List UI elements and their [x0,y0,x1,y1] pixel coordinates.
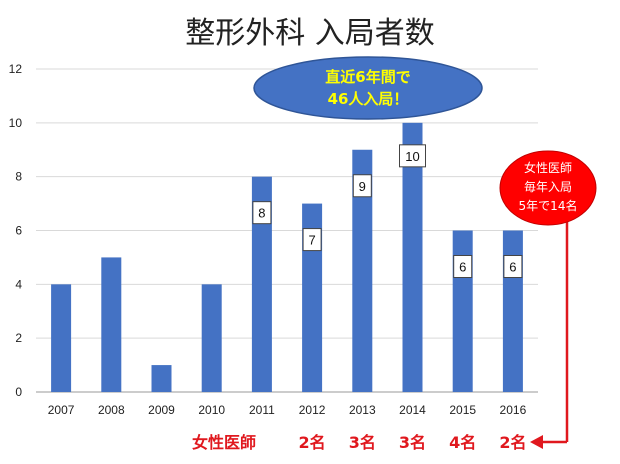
x-axis: 2007 2008 2009 2010 2011 2012 2013 2014 2015 2016 [48,403,527,417]
data-label-box [503,255,523,278]
x-tick-label: 2009 [148,403,175,417]
bar-2010 [201,284,222,392]
y-tick-label: 0 [15,385,22,399]
bar-2014 [402,122,423,392]
female-count-2015: 4名 [449,433,476,452]
bar-2015 [452,230,473,392]
summary-callout: 直近6年間で 46人入局！ [253,56,483,120]
data-label-text: 10 [405,149,419,164]
data-label-2014: 10 [399,144,426,168]
data-label-2011: 8 [252,201,272,225]
data-labels: 8 7 9 10 6 6 [252,144,523,278]
female-doctor-callout: 女性医師 毎年入局 5年で14名 [499,150,597,449]
data-label-text: 6 [509,260,516,275]
chart-title: 整形外科 入局者数 [185,16,435,51]
x-tick-label: 2012 [299,403,326,417]
bar-2011 [251,176,272,392]
data-label-text: 8 [258,206,265,221]
red-callout-line-1: 女性医師 [524,160,572,175]
data-label-box [252,201,272,225]
y-tick-label: 4 [15,277,22,291]
x-tick-label: 2011 [249,403,275,417]
x-tick-label: 2015 [449,403,476,417]
x-tick-label: 2014 [399,403,426,417]
data-label-box [352,174,372,198]
y-tick-label: 12 [9,62,23,76]
x-tick-label: 2013 [349,403,376,417]
arrow-left-icon [530,435,543,449]
female-count-2014: 3名 [399,433,426,452]
y-tick-label: 2 [15,331,22,345]
female-count-2012: 2名 [299,433,326,452]
x-tick-label: 2008 [98,403,125,417]
data-label-2012: 7 [302,228,322,252]
data-label-text: 7 [308,233,315,248]
data-label-box [302,228,322,252]
data-label-text: 6 [459,260,466,275]
bar-2009 [151,365,172,392]
x-tick-label: 2016 [500,403,527,417]
callout-line-1: 直近6年間で [325,68,410,86]
x-tick-label: 2007 [48,403,75,417]
bar-2007 [51,284,72,392]
bar-2008 [101,257,122,392]
data-label-2016: 6 [503,255,523,278]
female-count-2013: 3名 [349,433,376,452]
female-doctor-row: 女性医師 2名 3名 3名 4名 2名 [192,433,526,452]
female-count-2016: 2名 [499,433,526,452]
bars [51,122,523,392]
data-label-text: 9 [359,179,366,194]
bar-2013 [352,149,373,392]
bar-2016 [502,230,523,392]
red-callout-line-3: 5年で14名 [519,198,578,213]
callout-line-2: 46人入局！ [328,90,409,108]
data-label-box [399,144,426,168]
y-tick-label: 10 [9,116,23,130]
female-row-label: 女性医師 [192,433,256,452]
y-axis: 0 2 4 6 8 10 12 [9,62,23,399]
data-label-2015: 6 [453,255,473,278]
y-tick-label: 6 [15,224,22,238]
y-tick-label: 8 [15,170,22,184]
data-label-box [453,255,473,278]
red-callout-line-2: 毎年入局 [524,179,572,194]
data-label-2013: 9 [352,174,372,198]
x-tick-label: 2010 [198,403,225,417]
